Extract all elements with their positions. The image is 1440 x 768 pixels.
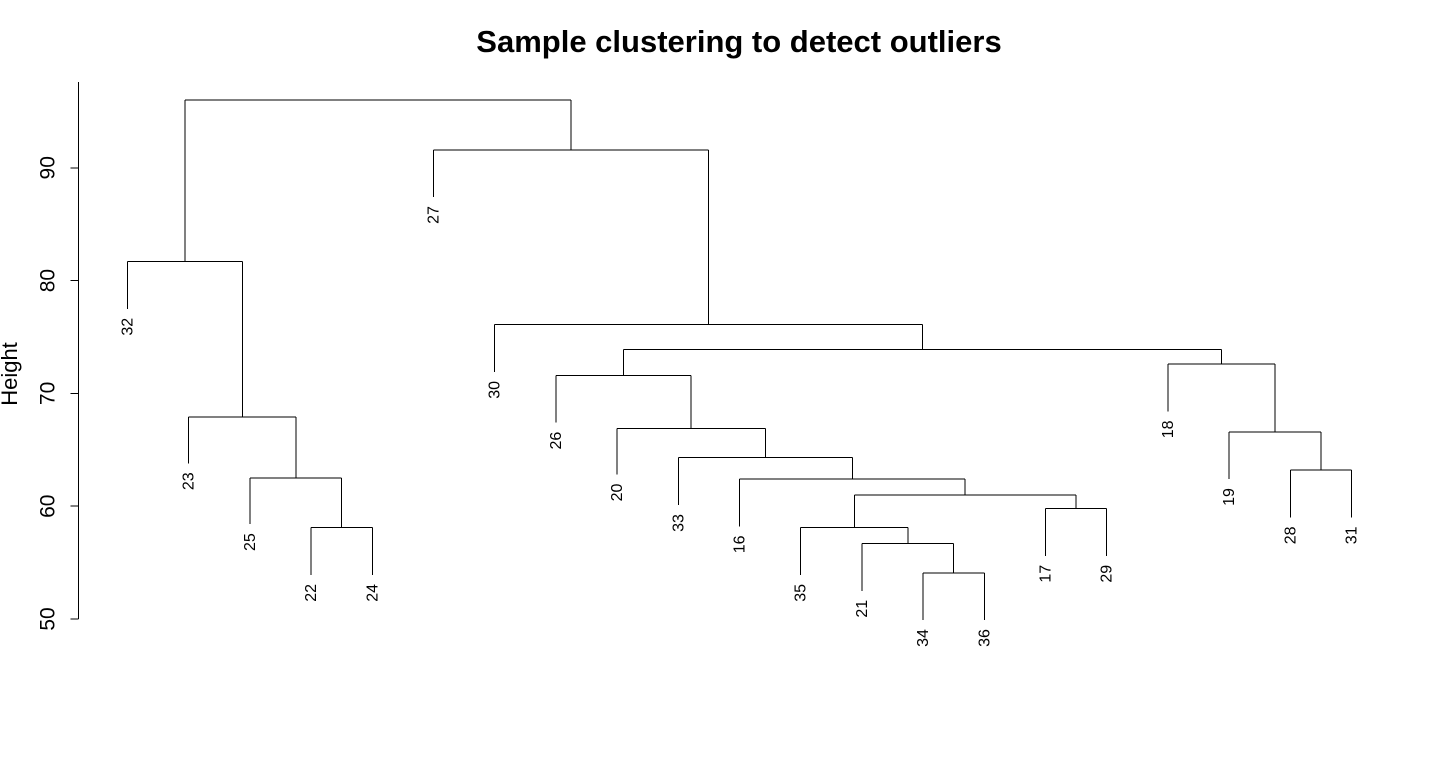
leaf-label-30: 30 <box>487 381 504 399</box>
leaf-label-20: 20 <box>609 484 626 502</box>
y-tick-label-90: 90 <box>37 156 60 179</box>
y-tick-label-80: 80 <box>37 269 60 292</box>
leaf-label-19: 19 <box>1221 488 1238 506</box>
leaf-label-24: 24 <box>364 584 381 602</box>
y-axis-label: Height <box>0 342 22 406</box>
y-axis-ticks: 50 60 70 80 90 <box>37 156 79 631</box>
leaf-label-21: 21 <box>854 600 871 618</box>
leaf-label-29: 29 <box>1099 565 1116 583</box>
leaf-label-36: 36 <box>976 629 993 647</box>
y-tick-label-70: 70 <box>37 382 60 405</box>
leaf-label-34: 34 <box>915 629 932 647</box>
leaf-label-27: 27 <box>426 206 443 224</box>
leaf-label-17: 17 <box>1038 565 1055 583</box>
dendrogram-branches <box>127 99 1352 621</box>
leaf-label-26: 26 <box>548 432 565 450</box>
leaf-label-31: 31 <box>1344 526 1361 544</box>
y-tick-label-50: 50 <box>37 607 60 630</box>
leaf-label-28: 28 <box>1282 526 1299 544</box>
chart-title: Sample clustering to detect outliers <box>476 24 1001 59</box>
leaf-label-22: 22 <box>303 584 320 602</box>
leaf-label-18: 18 <box>1160 420 1177 438</box>
leaf-label-33: 33 <box>670 514 687 532</box>
leaf-label-25: 25 <box>242 533 259 551</box>
leaf-label-16: 16 <box>732 535 749 553</box>
dendrogram-leaf-labels: 32 23 25 22 24 27 30 26 20 33 16 35 21 34 36 17 29 18 19 28… <box>120 206 1361 647</box>
y-tick-label-60: 60 <box>37 495 60 518</box>
leaf-label-32: 32 <box>120 318 137 336</box>
leaf-label-23: 23 <box>181 472 198 490</box>
leaf-label-35: 35 <box>793 584 810 602</box>
